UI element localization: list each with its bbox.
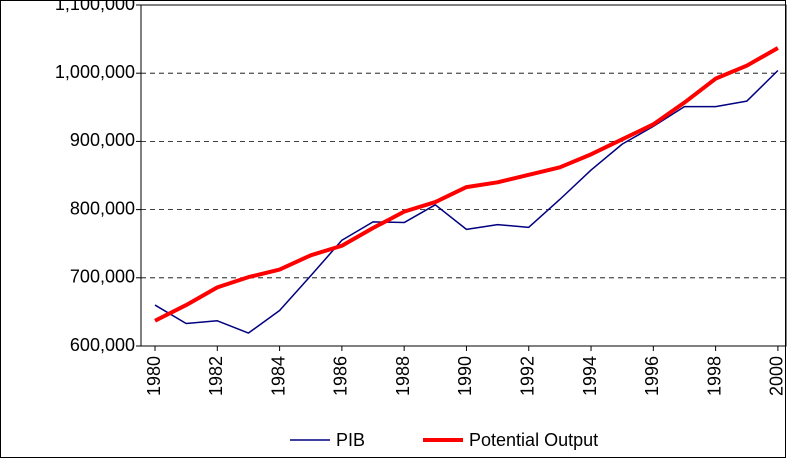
x-tick-label: 1988 [393,356,413,396]
x-tick-label: 1980 [144,356,164,396]
series-line [154,46,779,323]
series-line [154,69,779,334]
y-tick-label: 900,000 [70,130,135,150]
x-tick-label: 1990 [455,356,475,396]
x-tick-label: 1982 [206,356,226,396]
y-tick-label: 700,000 [70,267,135,287]
x-tick-label: 1998 [704,356,724,396]
legend-label: PIB [336,430,365,450]
x-tick-label: 1994 [580,356,600,396]
y-tick-label: 1,000,000 [55,62,135,82]
x-tick-label: 1986 [331,356,351,396]
x-tick-label: 2000 [767,356,787,396]
y-tick-label: 800,000 [70,198,135,218]
y-tick-label: 600,000 [70,335,135,355]
x-tick-label: 1984 [268,356,288,396]
y-tick-label: 1,100,000 [55,0,135,14]
x-tick-label: 1992 [517,356,537,396]
legend-label: Potential Output [469,430,598,450]
plot-border [140,4,787,347]
x-tick-label: 1996 [642,356,662,396]
